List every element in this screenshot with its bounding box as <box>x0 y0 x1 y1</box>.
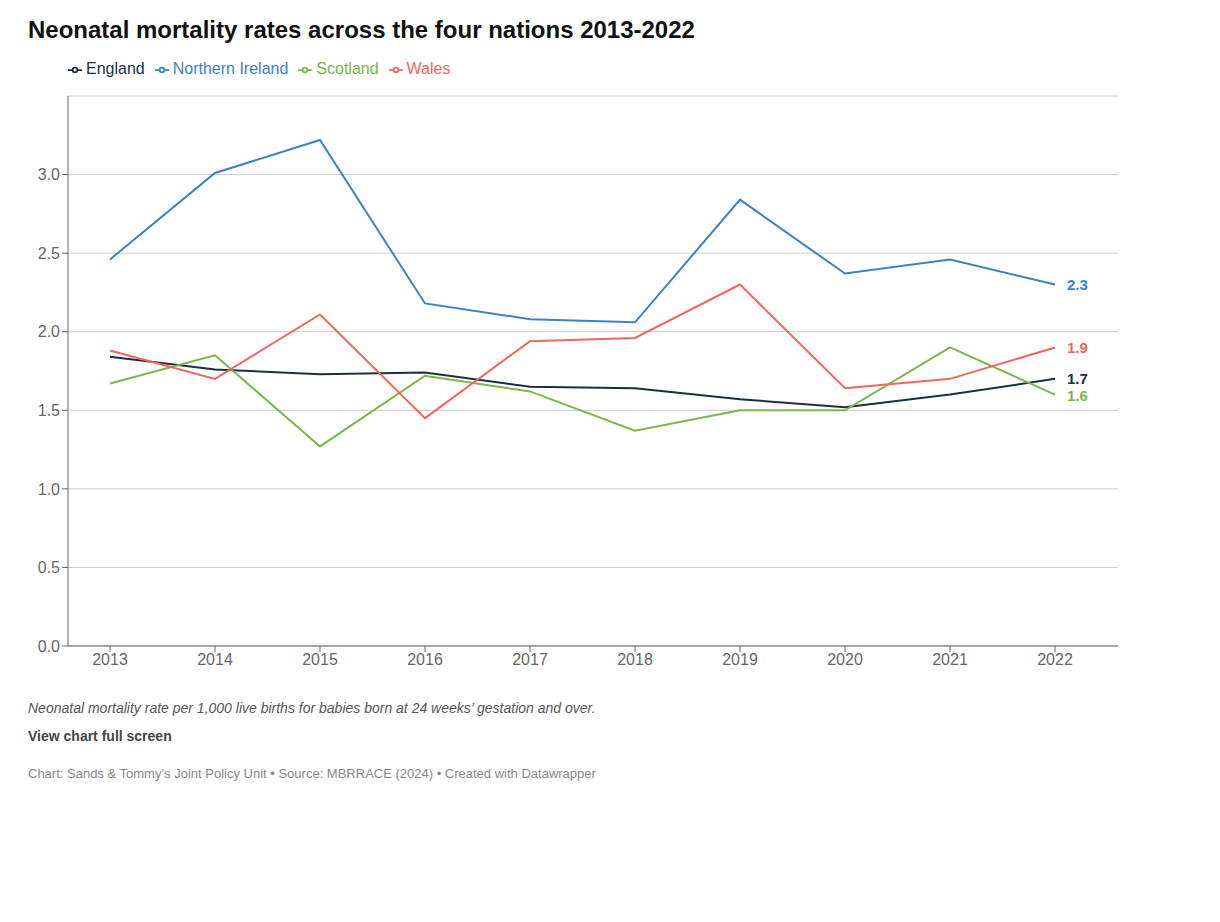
svg-text:2.5: 2.5 <box>38 245 60 262</box>
svg-text:1.0: 1.0 <box>38 481 60 498</box>
svg-text:2.3: 2.3 <box>1067 276 1088 293</box>
svg-text:2022: 2022 <box>1037 651 1073 668</box>
svg-text:2017: 2017 <box>512 651 548 668</box>
html-text:England: England <box>86 60 145 77</box>
svg-text:3.0: 3.0 <box>38 166 60 183</box>
svg-text:0.0: 0.0 <box>38 638 60 655</box>
html-text:Neonatal mortality rate per 1,: Neonatal mortality rate per 1,000 live b… <box>28 700 596 716</box>
svg-text:2018: 2018 <box>617 651 653 668</box>
html-text:View chart full screen: View chart full screen <box>28 728 172 744</box>
svg-text:2020: 2020 <box>827 651 863 668</box>
svg-text:2016: 2016 <box>407 651 443 668</box>
html-text:Northern Ireland: Northern Ireland <box>172 60 289 77</box>
svg-text:2.0: 2.0 <box>38 323 60 340</box>
svg-text:1.5: 1.5 <box>38 402 60 419</box>
svg-text:2019: 2019 <box>722 651 758 668</box>
svg-text:2015: 2015 <box>302 651 338 668</box>
svg-text:2014: 2014 <box>197 651 233 668</box>
html-text:Scotland: Scotland <box>316 60 379 77</box>
svg-text:2021: 2021 <box>932 651 968 668</box>
svg-text:1.9: 1.9 <box>1067 339 1088 356</box>
svg-text:2013: 2013 <box>92 651 128 668</box>
svg-text:1.7: 1.7 <box>1067 370 1088 387</box>
svg-text:1.6: 1.6 <box>1067 387 1088 404</box>
html-text:Neonatal mortality rates acros: Neonatal mortality rates across the four… <box>28 16 695 43</box>
html-text:Chart: Sands & Tommy’s Joint P: Chart: Sands & Tommy’s Joint Policy Unit… <box>28 766 596 781</box>
svg-text:0.5: 0.5 <box>38 559 60 576</box>
html-text:Wales: Wales <box>406 60 451 77</box>
